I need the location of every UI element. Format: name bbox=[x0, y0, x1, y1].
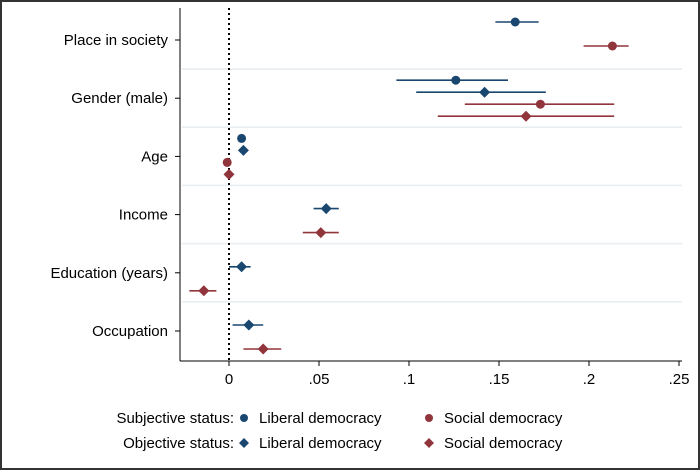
legend-item-label: Liberal democracy bbox=[259, 435, 382, 452]
point-estimate-circle bbox=[510, 17, 520, 27]
legend-marker-circle bbox=[240, 414, 248, 422]
category-separators bbox=[182, 68, 682, 303]
point-estimate-diamond bbox=[479, 86, 491, 98]
legend-marker-diamond bbox=[424, 438, 434, 448]
point-estimate-diamond bbox=[257, 343, 269, 355]
point-estimate-diamond bbox=[520, 110, 532, 122]
point-estimate-diamond bbox=[243, 319, 255, 331]
legend-item-label: Liberal democracy bbox=[259, 410, 382, 427]
x-tick-label: 0 bbox=[225, 371, 233, 388]
legend: Subjective status: Liberal democracy Socia… bbox=[116, 410, 562, 452]
axes: Place in society Gender (male) Age Income Ed… bbox=[50, 8, 689, 388]
x-tick-label: .25 bbox=[669, 371, 690, 388]
y-tick-label: Education (years) bbox=[50, 265, 168, 282]
legend-marker-circle bbox=[425, 414, 433, 422]
point-estimate-diamond bbox=[237, 144, 249, 156]
point-estimate-diamond bbox=[315, 227, 327, 239]
point-estimate-circle bbox=[451, 75, 461, 85]
legend-marker-diamond bbox=[239, 438, 249, 448]
point-estimate-diamond bbox=[223, 168, 235, 180]
point-estimate-circle bbox=[535, 99, 545, 109]
y-tick-label: Income bbox=[119, 207, 168, 224]
legend-group-label: Subjective status: bbox=[116, 410, 234, 427]
point-estimate-diamond bbox=[320, 203, 332, 215]
legend-item-label: Social democracy bbox=[444, 410, 563, 427]
data-marks bbox=[189, 17, 629, 355]
point-estimate-circle bbox=[222, 157, 232, 167]
x-tick-label: .05 bbox=[309, 371, 330, 388]
point-estimate-diamond bbox=[236, 261, 248, 273]
y-tick-label: Place in society bbox=[64, 32, 169, 49]
x-tick-label: .2 bbox=[583, 371, 596, 388]
point-estimate-circle bbox=[237, 133, 247, 143]
point-estimate-circle bbox=[607, 41, 617, 51]
x-tick-label: .1 bbox=[403, 371, 416, 388]
legend-item-label: Social democracy bbox=[444, 435, 563, 452]
y-tick-label: Age bbox=[141, 148, 168, 165]
x-tick-label: .15 bbox=[489, 371, 510, 388]
y-tick-label: Occupation bbox=[92, 323, 168, 340]
legend-group-label: Objective status: bbox=[123, 435, 234, 452]
y-tick-label: Gender (male) bbox=[71, 90, 168, 107]
point-estimate-diamond bbox=[198, 285, 210, 297]
